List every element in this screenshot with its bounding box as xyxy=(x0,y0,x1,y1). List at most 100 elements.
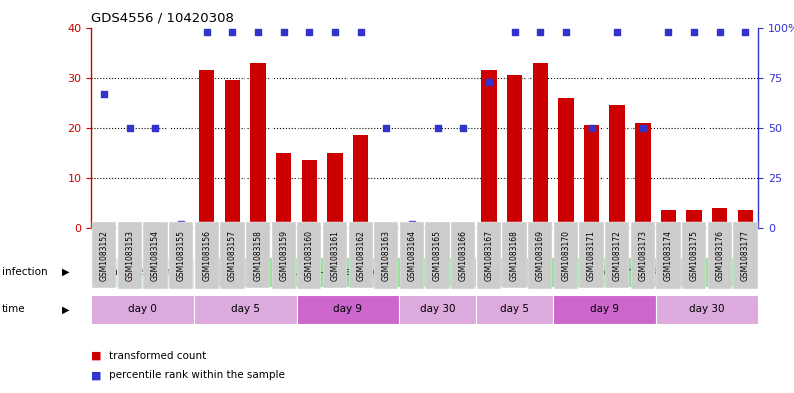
Bar xyxy=(353,135,368,228)
Text: GSM1083177: GSM1083177 xyxy=(741,230,750,281)
Bar xyxy=(553,295,656,324)
Point xyxy=(508,28,521,35)
Text: LCMV-Armstrong: LCMV-Armstrong xyxy=(291,267,379,277)
Point xyxy=(431,125,444,131)
Text: GSM1083157: GSM1083157 xyxy=(228,230,237,281)
Point xyxy=(714,28,727,35)
Text: GSM1083164: GSM1083164 xyxy=(407,230,417,281)
Point xyxy=(123,125,136,131)
Text: time: time xyxy=(2,305,25,314)
Text: LCMV-Clone 13: LCMV-Clone 13 xyxy=(578,267,657,277)
Point xyxy=(560,28,572,35)
Point xyxy=(380,125,393,131)
Bar xyxy=(476,295,553,324)
Text: GSM1083161: GSM1083161 xyxy=(330,230,340,281)
Point xyxy=(662,28,675,35)
Text: GSM1083175: GSM1083175 xyxy=(690,230,699,281)
Bar xyxy=(250,62,266,228)
Text: percentile rank within the sample: percentile rank within the sample xyxy=(109,370,285,380)
Point xyxy=(200,28,213,35)
Point xyxy=(483,79,495,85)
Point xyxy=(688,28,700,35)
Bar xyxy=(327,153,343,228)
Text: ■: ■ xyxy=(91,370,102,380)
Text: GDS4556 / 10420308: GDS4556 / 10420308 xyxy=(91,12,234,25)
Point xyxy=(534,28,546,35)
Text: GSM1083173: GSM1083173 xyxy=(638,230,647,281)
Text: GSM1083166: GSM1083166 xyxy=(459,230,468,281)
Bar xyxy=(738,210,754,228)
Bar xyxy=(456,226,471,228)
Text: GSM1083168: GSM1083168 xyxy=(510,230,519,281)
Bar xyxy=(199,70,214,228)
Bar xyxy=(379,224,394,228)
Text: GSM1083153: GSM1083153 xyxy=(125,230,134,281)
Point xyxy=(277,28,290,35)
Bar xyxy=(399,295,476,324)
Text: GSM1083154: GSM1083154 xyxy=(151,230,160,281)
Bar xyxy=(96,226,112,228)
Text: day 9: day 9 xyxy=(590,305,619,314)
Text: GSM1083158: GSM1083158 xyxy=(253,230,263,281)
Text: GSM1083152: GSM1083152 xyxy=(99,230,109,281)
Bar xyxy=(558,97,573,228)
Text: day 5: day 5 xyxy=(231,305,260,314)
Point xyxy=(457,125,469,131)
Bar xyxy=(656,295,758,324)
Bar xyxy=(712,208,727,228)
Text: uninfected control: uninfected control xyxy=(94,267,191,277)
Bar xyxy=(225,80,240,228)
Bar xyxy=(430,226,445,228)
Text: GSM1083160: GSM1083160 xyxy=(305,230,314,281)
Bar xyxy=(122,226,137,228)
Point xyxy=(406,221,418,227)
Bar xyxy=(148,224,163,228)
Text: GSM1083174: GSM1083174 xyxy=(664,230,673,281)
Point xyxy=(303,28,316,35)
Text: GSM1083170: GSM1083170 xyxy=(561,230,570,281)
Point xyxy=(329,28,341,35)
Text: GSM1083156: GSM1083156 xyxy=(202,230,211,281)
Text: GSM1083165: GSM1083165 xyxy=(433,230,442,281)
Text: day 0: day 0 xyxy=(128,305,157,314)
Bar xyxy=(481,70,496,228)
Text: day 5: day 5 xyxy=(500,305,529,314)
Bar xyxy=(194,295,296,324)
Text: GSM1083169: GSM1083169 xyxy=(536,230,545,281)
Bar xyxy=(91,295,194,324)
Text: transformed count: transformed count xyxy=(109,351,206,361)
Bar xyxy=(276,153,291,228)
Bar xyxy=(194,257,476,287)
Point xyxy=(354,28,367,35)
Point xyxy=(175,221,187,227)
Bar xyxy=(507,75,522,228)
Bar xyxy=(610,105,625,228)
Text: ▶: ▶ xyxy=(62,305,69,314)
Point xyxy=(637,125,649,131)
Point xyxy=(585,125,598,131)
Bar xyxy=(635,123,650,228)
Point xyxy=(252,28,264,35)
Bar xyxy=(476,257,758,287)
Text: GSM1083155: GSM1083155 xyxy=(176,230,186,281)
Text: day 9: day 9 xyxy=(333,305,362,314)
Bar xyxy=(91,257,194,287)
Point xyxy=(98,90,110,97)
Text: day 30: day 30 xyxy=(689,305,725,314)
Text: GSM1083172: GSM1083172 xyxy=(613,230,622,281)
Text: ▶: ▶ xyxy=(62,267,69,277)
Text: GSM1083171: GSM1083171 xyxy=(587,230,596,281)
Point xyxy=(739,28,752,35)
Bar xyxy=(584,125,599,228)
Text: GSM1083159: GSM1083159 xyxy=(279,230,288,281)
Text: GSM1083167: GSM1083167 xyxy=(484,230,493,281)
Bar xyxy=(661,210,676,228)
Bar xyxy=(302,160,317,228)
Point xyxy=(226,28,239,35)
Bar xyxy=(687,210,702,228)
Text: day 30: day 30 xyxy=(420,305,456,314)
Bar xyxy=(533,62,548,228)
Text: GSM1083176: GSM1083176 xyxy=(715,230,724,281)
Bar xyxy=(173,226,189,228)
Text: GSM1083163: GSM1083163 xyxy=(382,230,391,281)
